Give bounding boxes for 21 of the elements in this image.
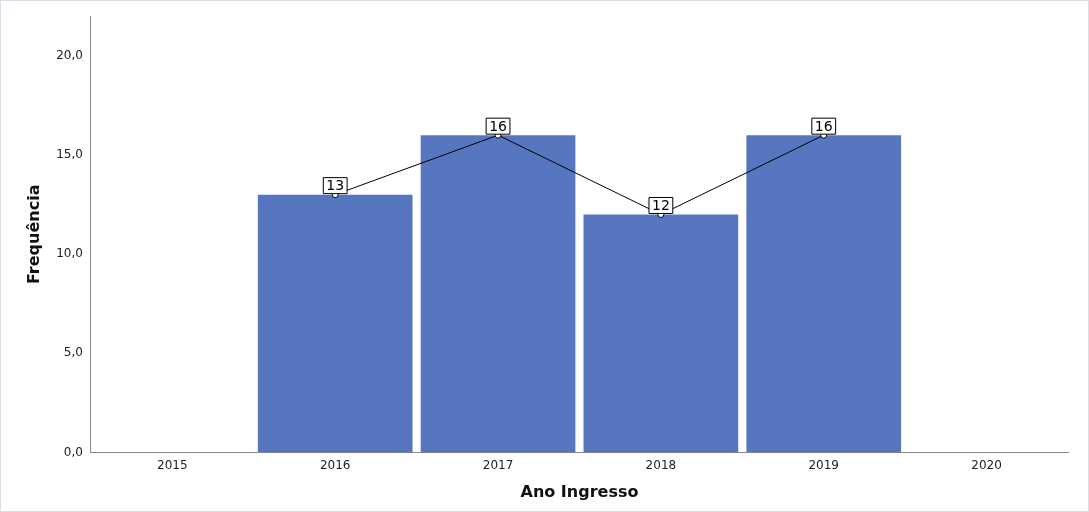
data-label: 16 [489,117,508,134]
x-tick-label: 2015 [157,457,188,472]
bar [583,214,739,453]
bar [746,135,902,453]
x-tick-label: 2019 [808,457,839,472]
data-label: 16 [814,117,833,134]
y-tick-label: 0,0 [63,444,83,459]
x-axis-title: Ano Ingresso [520,481,639,501]
x-tick-label: 2018 [645,457,677,472]
bar [420,135,576,453]
data-label: 13 [326,177,345,194]
y-tick-label: 5,0 [63,345,83,360]
y-tick-label: 10,0 [56,246,83,261]
y-tick-label: 15,0 [56,147,83,162]
data-label: 12 [651,197,670,214]
x-tick-label: 2017 [482,457,514,472]
x-tick-label: 2020 [971,457,1002,472]
x-tick-label: 2016 [319,457,351,472]
y-tick-label: 20,0 [56,47,83,62]
y-axis-title: Frequência [23,184,43,285]
bar [257,194,413,453]
